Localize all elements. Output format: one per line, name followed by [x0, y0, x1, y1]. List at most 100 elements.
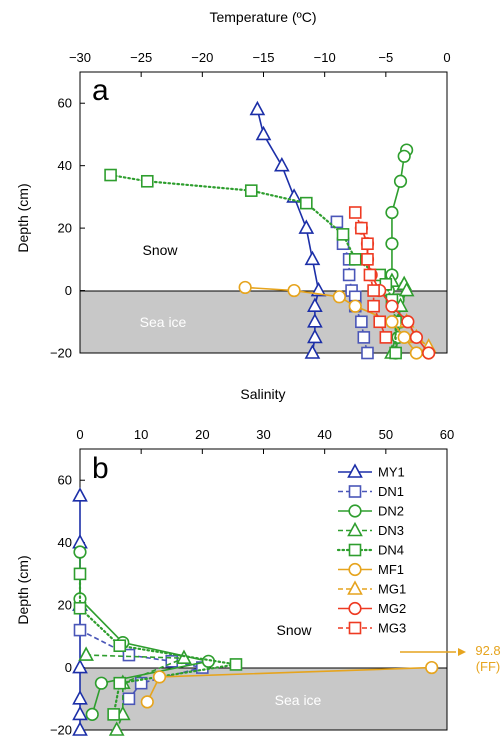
panel-b-legend: MY1 DN1 DN2 DN3 DN4 MF1 MG1 MG2 MG3: [336, 463, 406, 636]
panel-b-point-my1: [72, 705, 88, 721]
panel-a-point-mg3: [355, 221, 368, 235]
panel-b-y-tick-label: 60: [58, 473, 72, 488]
panel-b-x-tick-label: 30: [256, 427, 270, 442]
panel-b-series: [72, 487, 439, 736]
panel-a-point-mg3: [363, 268, 377, 282]
panel-a-y-axis-title: Depth (cm): [15, 183, 31, 252]
panel-a-point-dn2: [385, 237, 399, 251]
panel-b-point-my1: [72, 487, 88, 502]
panel-a-x-tick-label: −30: [69, 50, 91, 65]
panel-a-point-dn4: [140, 174, 154, 188]
panel-b-point-mf1: [140, 695, 154, 709]
panel-a-x-tick-label: −20: [191, 50, 213, 65]
panel-a-point-dn1: [342, 268, 356, 282]
panel-b-point-dn2: [85, 707, 99, 721]
panel-a-point-dn4: [300, 196, 313, 210]
panel-a-point-dn4: [389, 346, 402, 360]
panel-b-point-dn4: [229, 658, 243, 671]
panel-a-x-tick-label: −10: [314, 50, 336, 65]
panel-b-snow-label: Snow: [276, 622, 312, 638]
legend-marker-dn2: [348, 504, 362, 518]
panel-a-point-dn4: [104, 168, 117, 182]
panel-b-ticks: 0 10 20 30 40 50 60 −20 0 20 40 60: [50, 427, 454, 738]
panel-a-point-my1: [307, 313, 323, 328]
panel-a-point-dn1: [330, 215, 344, 229]
panel-b-point-dn2: [73, 545, 87, 559]
panel-b-point-dn1: [134, 676, 148, 690]
panel-b-point-mf1: [425, 660, 439, 675]
panel-a-point-dn2: [397, 149, 411, 163]
panel-b-point-my1: [72, 658, 88, 674]
panel-b-seaice-label: Sea ice: [275, 692, 322, 708]
panel-a-y-tick-label: 40: [58, 158, 72, 173]
panel-a-point-dn1: [361, 346, 374, 360]
panel-a-point-mf1: [238, 280, 252, 295]
legend-marker-my1: [347, 463, 363, 478]
panel-a-point-mf1: [348, 299, 362, 313]
panel-a-point-mf1: [409, 346, 424, 360]
panel-a-point-mg3: [373, 315, 387, 329]
panel-a-point-my1: [307, 297, 323, 312]
panel-a-x-axis-title: Temperature (ºC): [209, 9, 316, 25]
panel-a-point-dn3: [398, 281, 415, 297]
legend-label-mg3: MG3: [378, 621, 406, 636]
legend-label-dn2: DN2: [378, 504, 404, 519]
panel-a-point-mg3: [361, 253, 374, 266]
legend-label-mg2: MG2: [378, 601, 406, 616]
legend-label-mg1: MG1: [378, 582, 406, 597]
panel-a-point-dn2: [385, 205, 399, 220]
panel-a-label: a: [92, 74, 109, 107]
panel-a-series: [104, 100, 437, 360]
panel-b-offscale-value: 92.8: [475, 643, 500, 658]
panel-b-y-axis-title: Depth (cm): [15, 555, 31, 624]
panel-a-point-my1: [304, 344, 321, 359]
panel-b-y-tick-label: −20: [50, 723, 72, 738]
panel-b-point-dn4: [73, 567, 87, 581]
panel-a-point-mg2: [385, 299, 399, 313]
legend-marker-dn1: [348, 485, 362, 498]
panel-b-x-axis-title: Salinity: [240, 386, 285, 402]
panel-a: Temperature (ºC) Depth (cm) a Snow Sea i…: [15, 9, 451, 361]
panel-b-point-dn3: [78, 646, 94, 661]
panel-b-x-tick-label: 10: [134, 427, 148, 442]
panel-a-point-my1: [255, 125, 272, 141]
panel-b-point-dn4: [107, 708, 120, 721]
legend-marker-dn4: [348, 543, 362, 557]
panel-b-point-dn1: [122, 692, 136, 706]
panel-b: Salinity Depth (cm) b Snow Sea ice 0 10 20…: [15, 386, 501, 738]
panel-a-y-tick-label: 20: [58, 221, 72, 236]
panel-a-point-my1: [274, 156, 290, 172]
panel-b-x-tick-label: 40: [317, 427, 331, 442]
legend-marker-mf1: [348, 562, 362, 577]
panel-a-x-tick-label: −5: [378, 50, 393, 65]
panel-a-point-mg3: [367, 284, 380, 297]
panel-b-point-dn1: [73, 623, 87, 637]
panel-b-offscale-arrowhead: [458, 648, 466, 656]
panel-b-point-dn4: [73, 601, 87, 615]
panel-b-point-dn4: [113, 639, 127, 653]
panel-a-point-mg2: [409, 330, 424, 344]
panel-a-y-tick-label: −20: [50, 346, 72, 361]
legend-label-dn4: DN4: [378, 543, 404, 558]
legend-marker-mg1: [347, 580, 363, 595]
panel-b-label: b: [92, 452, 109, 485]
legend-label-my1: MY1: [378, 465, 405, 480]
panel-a-point-dn1: [357, 331, 371, 344]
panel-a-point-mg3: [348, 206, 362, 219]
panel-a-point-my1: [249, 100, 266, 116]
panel-a-point-mf1: [287, 283, 301, 298]
legend-label-dn1: DN1: [378, 484, 404, 499]
panel-a-seaice-label: Sea ice: [140, 314, 187, 330]
panel-b-x-tick-label: 20: [195, 427, 209, 442]
panel-b-point-dn2: [94, 676, 109, 690]
panel-a-point-my1: [307, 328, 323, 344]
panel-a-point-mf1: [385, 315, 399, 329]
panel-a-point-dn4: [336, 228, 350, 241]
panel-b-point-my1: [72, 721, 88, 736]
panel-b-offscale-label: (FF): [476, 659, 501, 674]
panel-a-point-mg3: [367, 299, 380, 313]
panel-a-point-my1: [304, 250, 321, 266]
legend-label-mf1: MF1: [378, 562, 404, 577]
panel-a-point-mf1: [332, 290, 346, 304]
